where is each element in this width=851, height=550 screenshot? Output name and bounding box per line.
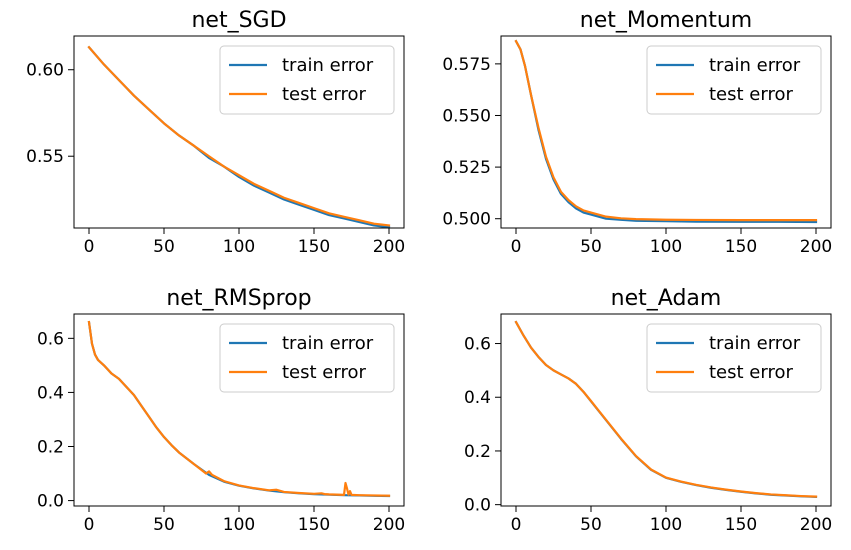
legend: train error test error xyxy=(219,323,395,393)
y-tick-label: 0.500 xyxy=(442,210,491,230)
legend-box xyxy=(219,45,395,115)
y-tick-label: 0.60 xyxy=(26,61,64,81)
y-tick-label: 0.4 xyxy=(464,388,491,408)
x-tick-label: 200 xyxy=(373,515,405,535)
series-lines xyxy=(514,320,818,499)
y-tick-label: 0.55 xyxy=(26,147,64,167)
x-tick-label: 0 xyxy=(84,515,95,535)
x-tick-label: 150 xyxy=(725,237,757,257)
series-line-test xyxy=(514,39,818,222)
x-tick-label: 150 xyxy=(725,515,757,535)
y-tick-label: 0.2 xyxy=(37,438,64,458)
x-tick-label: 0 xyxy=(84,237,95,257)
subplot-0: net_SGD 0 50 100 150 200 0.55 0.60 train error te… xyxy=(26,8,405,257)
subplot-3: net_Adam 0 50 100 150 200 0.0 0.2 0.4 0.6 train er… xyxy=(464,286,832,535)
x-tick-label: 50 xyxy=(580,515,602,535)
y-tick-label: 0.575 xyxy=(442,55,491,75)
subplot-2: net_RMSprop 0 50 100 150 200 0.0 0.2 0.4 0.6 train… xyxy=(37,286,405,535)
series-lines xyxy=(87,320,391,498)
subplot-title: net_Adam xyxy=(611,286,722,311)
legend-label: test error xyxy=(709,84,793,105)
y-tick-label: 0.6 xyxy=(464,335,491,355)
y-tick-label: 0.0 xyxy=(464,496,491,516)
legend-label: train error xyxy=(709,55,801,76)
subplot-title: net_RMSprop xyxy=(166,286,311,311)
legend-box xyxy=(646,45,822,115)
y-tick-label: 0.2 xyxy=(464,442,491,462)
series-line-test xyxy=(87,320,391,497)
legend-box xyxy=(219,323,395,393)
legend-label: train error xyxy=(282,333,374,354)
x-tick-label: 50 xyxy=(580,237,602,257)
legend: train error test error xyxy=(646,323,822,393)
x-tick-label: 200 xyxy=(800,237,832,257)
x-tick-label: 50 xyxy=(153,515,175,535)
y-tick-label: 0.550 xyxy=(442,106,491,126)
subplot-title: net_SGD xyxy=(191,8,286,33)
y-tick-label: 0.4 xyxy=(37,383,64,403)
x-tick-label: 150 xyxy=(298,515,330,535)
legend-box xyxy=(646,323,822,393)
series-line-test xyxy=(514,320,818,498)
x-tick-label: 50 xyxy=(153,237,175,257)
x-tick-label: 100 xyxy=(223,237,255,257)
y-tick-label: 0.0 xyxy=(37,492,64,512)
x-tick-label: 100 xyxy=(650,515,682,535)
legend-label: test error xyxy=(709,362,793,383)
x-tick-label: 100 xyxy=(223,515,255,535)
y-tick-label: 0.525 xyxy=(442,158,491,178)
x-tick-label: 100 xyxy=(650,237,682,257)
legend-label: train error xyxy=(709,333,801,354)
x-tick-label: 0 xyxy=(511,515,522,535)
x-tick-label: 200 xyxy=(373,237,405,257)
legend-label: test error xyxy=(282,362,366,383)
series-line-test xyxy=(87,45,391,227)
subplot-1: net_Momentum 0 50 100 150 200 0.500 0.525 0.550 0… xyxy=(442,8,832,257)
y-tick-label: 0.6 xyxy=(37,329,64,349)
legend-label: test error xyxy=(282,84,366,105)
legend: train error test error xyxy=(646,45,822,115)
series-lines xyxy=(514,39,818,224)
series-lines xyxy=(87,45,391,228)
legend-label: train error xyxy=(282,55,374,76)
legend: train error test error xyxy=(219,45,395,115)
x-tick-label: 0 xyxy=(511,237,522,257)
subplot-title: net_Momentum xyxy=(580,8,752,33)
x-tick-label: 200 xyxy=(800,515,832,535)
x-tick-label: 150 xyxy=(298,237,330,257)
